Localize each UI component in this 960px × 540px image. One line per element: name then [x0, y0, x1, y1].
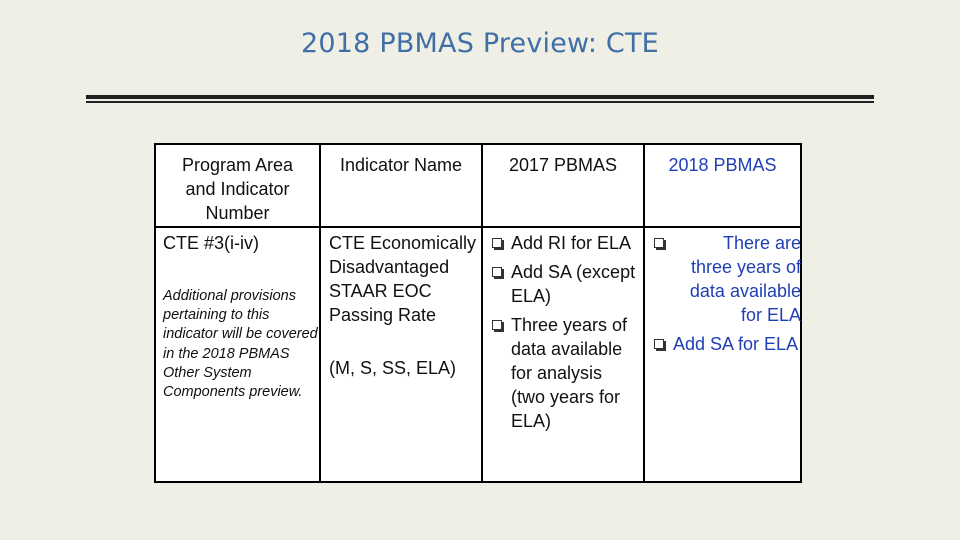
checkbox-bullet-icon — [492, 238, 502, 248]
column-2018-pbmas: 2018 PBMAS There are three years of data… — [643, 145, 801, 481]
header-indicator-name: Indicator Name — [339, 155, 463, 175]
column-program-area: Program Area and Indicator Number CTE #3… — [156, 145, 319, 481]
list-item-text: Add RI for ELA — [511, 233, 632, 253]
header-divider — [156, 226, 800, 228]
column-2017-pbmas: 2017 PBMAS Add RI for ELA Add SA (except… — [481, 145, 643, 481]
list-item-text: There are three years of data available … — [689, 233, 801, 325]
slide-title: 2018 PBMAS Preview: CTE — [301, 28, 659, 59]
pbmas-2018-list: There are three years of data available … — [653, 231, 801, 361]
list-item: Three years of data available for analys… — [491, 313, 641, 433]
checkbox-bullet-icon — [654, 339, 664, 349]
header-2018-pbmas: 2018 PBMAS — [668, 155, 777, 175]
header-program-area: Program Area and Indicator Number — [181, 155, 294, 223]
pbmas-table: Program Area and Indicator Number CTE #3… — [154, 143, 802, 483]
program-area-value: CTE #3(i-iv) — [163, 233, 260, 253]
list-item: There are three years of data available … — [653, 231, 801, 327]
list-item: Add SA (except ELA) — [491, 260, 641, 308]
list-item: Add RI for ELA — [491, 231, 641, 255]
indicator-name-value: CTE Economically Disadvantaged STAAR EOC… — [329, 233, 477, 325]
list-item-text: Three years of data available for analys… — [511, 315, 628, 431]
list-item-text: Add SA for ELA — [673, 334, 799, 354]
program-area-note: Additional provisions pertaining to this… — [163, 288, 318, 401]
list-item: Add SA for ELA — [653, 332, 801, 356]
title-rule-thin — [86, 101, 874, 103]
indicator-subjects: (M, S, SS, ELA) — [329, 358, 457, 378]
checkbox-bullet-icon — [654, 238, 664, 248]
header-2017-pbmas: 2017 PBMAS — [508, 155, 618, 175]
column-indicator-name: Indicator Name CTE Economically Disadvan… — [319, 145, 481, 481]
list-item-text: Add SA (except ELA) — [511, 262, 636, 306]
pbmas-2017-list: Add RI for ELA Add SA (except ELA) Three… — [491, 231, 641, 438]
title-rule-thick — [86, 95, 874, 99]
checkbox-bullet-icon — [492, 267, 502, 277]
checkbox-bullet-icon — [492, 320, 502, 330]
